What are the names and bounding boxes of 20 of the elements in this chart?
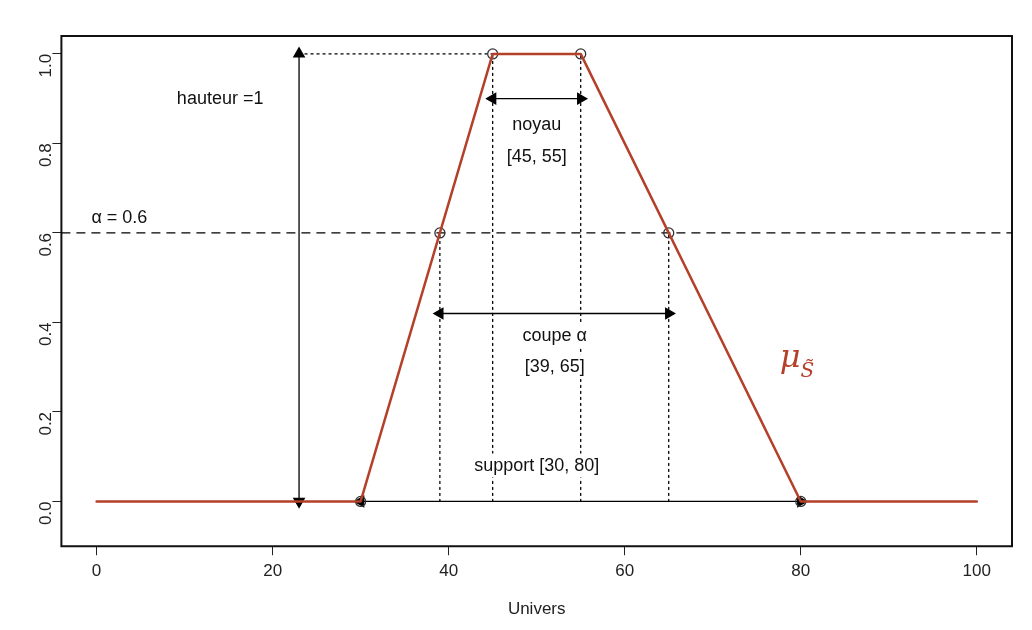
annotation: noyau <box>512 114 562 135</box>
annotation: support [30, 80] <box>474 454 600 475</box>
x-tick-label: 80 <box>791 561 811 581</box>
annotation: [39, 65] <box>524 356 585 377</box>
x-tick-label: 0 <box>91 561 102 581</box>
y-tick-label: 0.0 <box>36 501 56 526</box>
x-axis-title: Univers <box>507 599 566 619</box>
annotation: coupe α <box>522 324 587 345</box>
x-tick-label: 100 <box>962 561 991 581</box>
annotation: [45, 55] <box>506 145 567 166</box>
y-tick-label: 0.2 <box>36 411 56 436</box>
y-tick-label: 0.8 <box>36 143 56 168</box>
y-tick-label: 0.4 <box>36 322 56 347</box>
y-tick-label: 0.6 <box>36 232 56 257</box>
ref-line-label: α = 0.6 <box>91 206 148 227</box>
annotation: hauteur =1 <box>176 87 264 108</box>
x-tick-label: 20 <box>263 561 283 581</box>
y-tick-label: 1.0 <box>36 53 56 78</box>
x-tick-label: 60 <box>615 561 635 581</box>
x-tick-label: 40 <box>439 561 459 581</box>
